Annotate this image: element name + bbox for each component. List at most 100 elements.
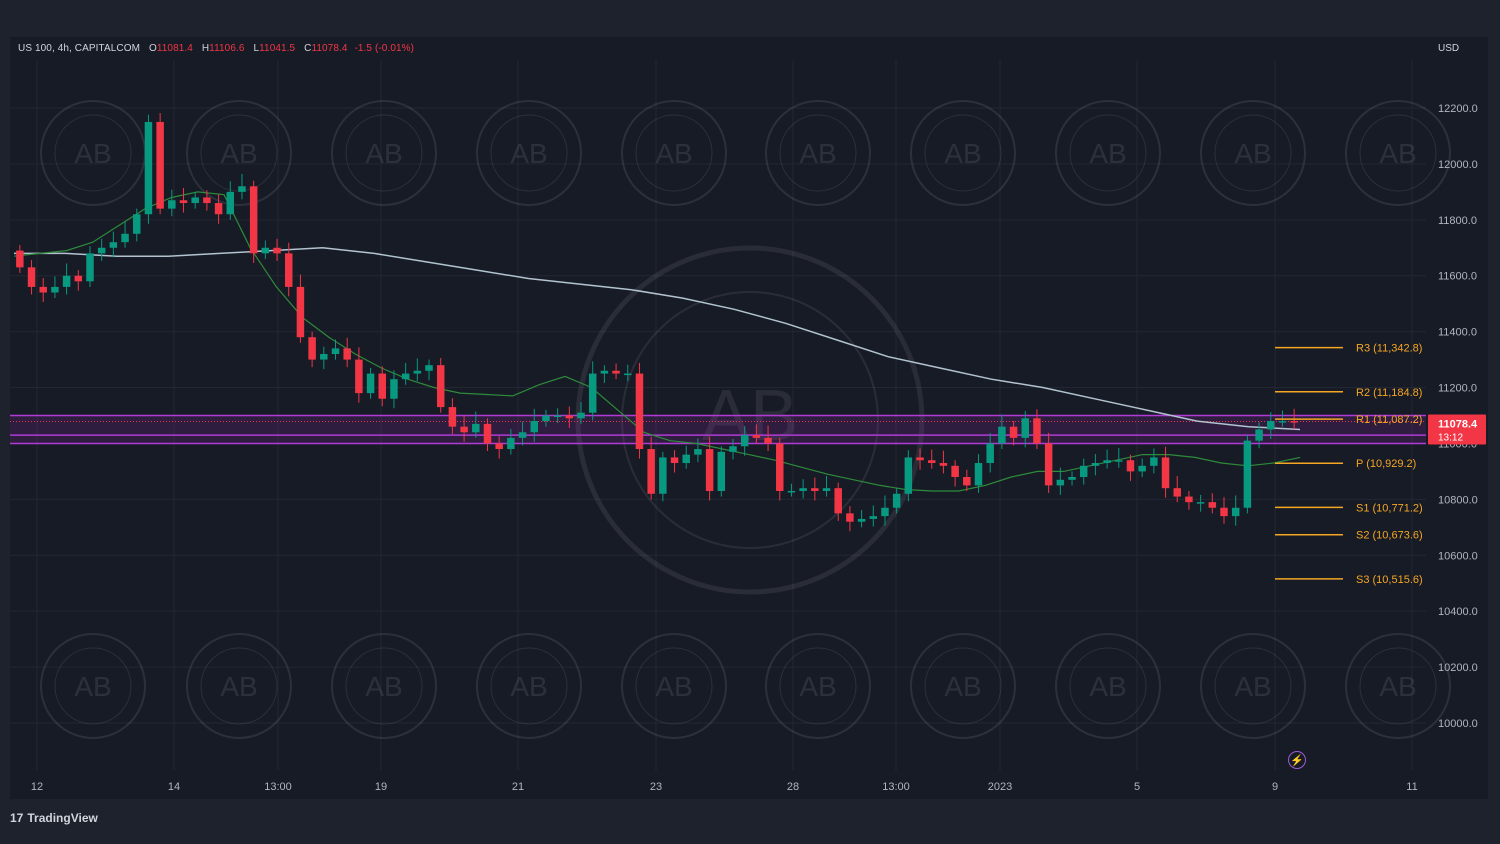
y-tick-label: 11400.0 [1438, 327, 1477, 339]
candle-body [963, 477, 971, 486]
candle-body [51, 286, 59, 293]
symbol-header[interactable]: US 100, 4h, CAPITALCOM O11081.4 H11106.6… [18, 43, 414, 54]
candle-body [717, 451, 726, 491]
candle-body [635, 373, 644, 450]
candle-body [834, 488, 842, 514]
candle-body [694, 449, 702, 455]
candlesticks [16, 113, 1298, 532]
candle-body [214, 203, 223, 215]
ma-fast-line [13, 191, 1301, 492]
candle-body [1196, 502, 1205, 504]
candle-body [1173, 488, 1181, 497]
close-value: 11078.4 [311, 43, 348, 54]
time-axis[interactable]: 12 14 13:00 19 21 23 28 13:00 2023 5 9 11 [31, 781, 1418, 793]
svg-text:AB: AB [1089, 671, 1126, 702]
svg-text:AB: AB [220, 671, 257, 702]
candle-body [507, 437, 515, 450]
candle-body [647, 449, 655, 494]
candle-body [366, 373, 375, 394]
watermark-seal: AB [1055, 633, 1161, 739]
candle-body [413, 370, 422, 374]
candle-body [740, 435, 749, 447]
tradingview-logo[interactable]: 17 TradingView [10, 811, 98, 825]
candle-body [811, 488, 819, 491]
tradingview-logo-text: TradingView [27, 811, 98, 825]
candle-body [1150, 457, 1158, 466]
pivot-label-s2: S2 (10,673.6) [1356, 530, 1423, 542]
candle-body [1220, 507, 1228, 517]
svg-text:AB: AB [74, 138, 111, 169]
last-price-value: 11078.4 [1438, 419, 1478, 431]
price-axis[interactable]: 12200.0 12000.0 11800.0 11600.0 11400.0 11200… [1438, 103, 1478, 730]
candle-body [1138, 465, 1146, 472]
svg-text:AB: AB [655, 671, 692, 702]
svg-text:AB: AB [365, 671, 402, 702]
candle-body [86, 253, 94, 282]
watermark-seal: AB [476, 633, 582, 739]
last-price-tag [1428, 414, 1486, 445]
candle-body [916, 457, 924, 461]
candle-body [1091, 463, 1100, 466]
candle-body [226, 191, 235, 215]
watermark-seal: AB [621, 633, 727, 739]
close-label: C [304, 43, 312, 54]
candle-body [390, 379, 398, 399]
y-tick-label: 10800.0 [1438, 494, 1478, 506]
y-tick-label: 12000.0 [1438, 159, 1478, 171]
candle-body [542, 415, 550, 422]
candle-body [1079, 465, 1088, 477]
candle-body [39, 286, 47, 293]
currency-label[interactable]: USD [1438, 43, 1460, 54]
pivot-label-r3: R3 (11,342.8) [1356, 343, 1422, 355]
pivot-label-s3: S3 (10,515.6) [1356, 574, 1423, 586]
svg-text:AB: AB [1379, 671, 1416, 702]
candle-body [764, 437, 772, 444]
candle-body [705, 449, 714, 491]
x-tick-label: 2023 [988, 781, 1012, 793]
watermark-seal: AB [621, 100, 727, 206]
candle-body [1033, 418, 1041, 444]
y-tick-label: 10600.0 [1438, 550, 1478, 562]
svg-text:AB: AB [220, 138, 257, 169]
watermark-seal: AB [765, 633, 871, 739]
pivot-label-r2: R2 (11,184.8) [1356, 387, 1422, 399]
y-tick-label: 10200.0 [1438, 662, 1478, 674]
candle-body [1208, 502, 1217, 508]
candle-body [308, 337, 316, 360]
pivot-label-s1: S1 (10,771.2) [1356, 502, 1423, 514]
candle-body [261, 247, 270, 254]
candle-body [121, 233, 129, 243]
watermark-seal: AB [1200, 633, 1306, 739]
open-value: 11081.4 [156, 43, 193, 54]
candle-body [249, 186, 258, 254]
candle-body [1231, 507, 1240, 517]
candle-body [1021, 418, 1030, 438]
candle-body [1009, 426, 1018, 438]
svg-text:AB: AB [1089, 138, 1126, 169]
lightning-icon[interactable]: ⚡ [1288, 751, 1306, 769]
candle-body [401, 373, 410, 380]
watermark-seal: AB [331, 633, 437, 739]
symbol-name[interactable]: US 100, 4h, CAPITALCOM [18, 43, 141, 54]
candle-body [144, 121, 153, 215]
candle-body [857, 518, 866, 522]
x-tick-label: 13:00 [882, 781, 910, 793]
candle-body [1267, 421, 1275, 430]
candle-body [273, 247, 281, 254]
x-tick-label: 12 [31, 781, 43, 793]
watermark-seal: AB [1055, 100, 1161, 206]
candle-body [320, 354, 328, 360]
candle-body [577, 412, 585, 419]
candle-body [436, 365, 445, 408]
watermark-seal: AB [186, 100, 292, 206]
candle-body [1068, 477, 1076, 480]
open-label: O [148, 43, 157, 54]
candle-body [822, 488, 831, 491]
y-tick-label: 10000.0 [1438, 718, 1478, 730]
y-tick-label: 11200.0 [1438, 383, 1477, 395]
candle-body [109, 242, 118, 248]
last-price-label: 11078.4 13:12 [1428, 414, 1486, 445]
x-tick-label: 28 [787, 781, 799, 793]
watermark-seal: AB [910, 633, 1016, 739]
